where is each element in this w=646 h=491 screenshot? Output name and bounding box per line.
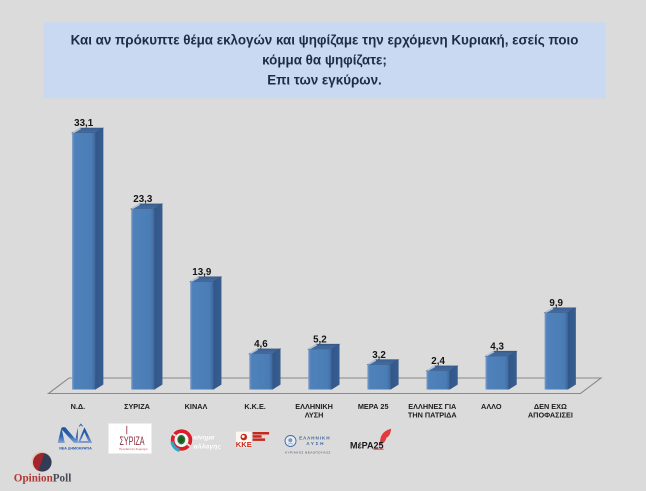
- svg-text:ΑΛΛΟ: ΑΛΛΟ: [481, 402, 502, 411]
- svg-text:ΣΥΡΙΖΑ: ΣΥΡΙΖΑ: [120, 434, 145, 448]
- svg-text:ΜΕΡΑ 25: ΜΕΡΑ 25: [358, 402, 389, 411]
- svg-text:4,3: 4,3: [490, 341, 504, 352]
- svg-text:2,4: 2,4: [431, 356, 445, 367]
- svg-text:Ν.Δ.: Ν.Δ.: [71, 402, 86, 411]
- svg-text:ΚΥΡΙΑΚΟΣ ΒΕΛΟΠΟΥΛΟΣ: ΚΥΡΙΑΚΟΣ ΒΕΛΟΠΟΥΛΟΣ: [285, 450, 331, 454]
- svg-text:23,3: 23,3: [133, 194, 153, 205]
- svg-text:4,6: 4,6: [254, 339, 268, 350]
- svg-text:ΕΛΛΗΝΙΚΗ: ΕΛΛΗΝΙΚΗ: [295, 402, 333, 411]
- svg-text:ΑΠΟΦΑΣΙΣΕΙ: ΑΠΟΦΑΣΙΣΕΙ: [528, 410, 573, 419]
- svg-text:33,1: 33,1: [74, 118, 94, 129]
- svg-text:κίνημα: κίνημα: [194, 434, 216, 441]
- svg-text:5,2: 5,2: [313, 334, 327, 345]
- svg-text:ΤΗΝ ΠΑΤΡΙΔΑ: ΤΗΝ ΠΑΤΡΙΔΑ: [408, 410, 458, 419]
- svg-text:ΕΛΛΗΝΙΚΗ: ΕΛΛΗΝΙΚΗ: [299, 435, 330, 440]
- svg-text:αλλαγής: αλλαγής: [194, 443, 222, 451]
- svg-text:ΜέΡΑ25: ΜέΡΑ25: [350, 440, 384, 451]
- svg-text:Κ.Κ.Ε.: Κ.Κ.Ε.: [244, 402, 266, 411]
- svg-text:ΛΥΣΗ: ΛΥΣΗ: [305, 410, 324, 419]
- svg-text:9,9: 9,9: [549, 298, 563, 309]
- svg-text:13,9: 13,9: [192, 267, 212, 278]
- svg-text:Προοδευτική Συμμαχία: Προοδευτική Συμμαχία: [119, 447, 148, 451]
- svg-text:OpinionPoll: OpinionPoll: [14, 472, 71, 484]
- svg-text:3,2: 3,2: [372, 350, 386, 361]
- svg-text:ΔΕΝ ΕΧΩ: ΔΕΝ ΕΧΩ: [534, 402, 567, 411]
- svg-text:Και αν πρόκυπτε θέμα εκλογών κ: Και αν πρόκυπτε θέμα εκλογών και ψηφίζαμ…: [71, 32, 579, 47]
- svg-text:κόμμα θα ψηφίζατε;: κόμμα θα ψηφίζατε;: [262, 52, 387, 67]
- svg-text:Επι των εγκύρων.: Επι των εγκύρων.: [267, 72, 382, 87]
- svg-text:ΝΕΑ ΔΗΜΟΚΡΑΤΙΑ: ΝΕΑ ΔΗΜΟΚΡΑΤΙΑ: [59, 445, 92, 450]
- svg-text:ΕΛΛΗΝΕΣ ΓΙΑ: ΕΛΛΗΝΕΣ ΓΙΑ: [408, 402, 457, 411]
- svg-text:ΛΥΣΗ: ΛΥΣΗ: [306, 441, 325, 446]
- svg-text:KKE: KKE: [236, 440, 252, 449]
- svg-text:ΣΥΡΙΖΑ: ΣΥΡΙΖΑ: [124, 402, 151, 411]
- svg-text:ΚΙΝΑΛ: ΚΙΝΑΛ: [185, 402, 208, 411]
